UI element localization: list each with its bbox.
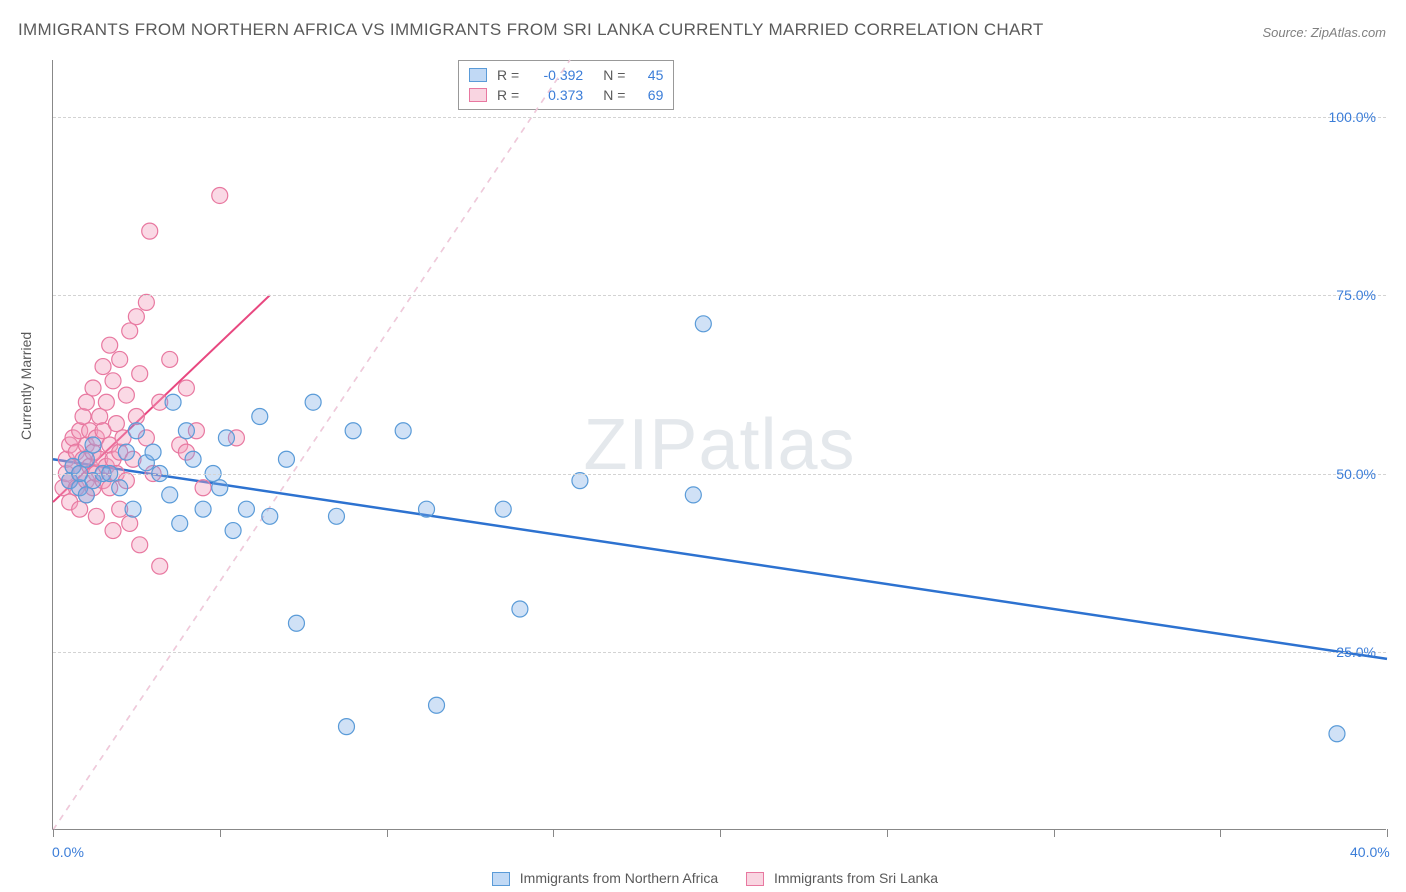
xtick bbox=[220, 829, 221, 837]
xtick bbox=[887, 829, 888, 837]
gridline bbox=[53, 295, 1386, 296]
xtick bbox=[1387, 829, 1388, 837]
xtick bbox=[720, 829, 721, 837]
xtick bbox=[53, 829, 54, 837]
ytick-label: 75.0% bbox=[1336, 287, 1376, 303]
xtick bbox=[553, 829, 554, 837]
gridline bbox=[53, 474, 1386, 475]
series-2-label: Immigrants from Sri Lanka bbox=[774, 870, 938, 886]
ytick-label: 25.0% bbox=[1336, 644, 1376, 660]
ytick-label: 50.0% bbox=[1336, 466, 1376, 482]
gridline bbox=[53, 652, 1386, 653]
xtick-label: 0.0% bbox=[52, 844, 84, 860]
xtick-label: 40.0% bbox=[1350, 844, 1390, 860]
y-axis-label: Currently Married bbox=[18, 332, 34, 440]
swatch-pink-icon bbox=[746, 872, 764, 886]
xtick bbox=[387, 829, 388, 837]
xtick bbox=[1220, 829, 1221, 837]
series-1-label: Immigrants from Northern Africa bbox=[520, 870, 718, 886]
swatch-blue-icon bbox=[492, 872, 510, 886]
chart-title: IMMIGRANTS FROM NORTHERN AFRICA VS IMMIG… bbox=[18, 20, 1044, 40]
gridline bbox=[53, 117, 1386, 118]
scatter-plot-svg bbox=[53, 60, 1386, 829]
xtick bbox=[1054, 829, 1055, 837]
ytick-label: 100.0% bbox=[1329, 109, 1376, 125]
source-label: Source: ZipAtlas.com bbox=[1262, 25, 1386, 40]
plot-area: ZIPatlas R = -0.392 N = 45 R = 0.373 N =… bbox=[52, 60, 1386, 830]
series-legend: Immigrants from Northern Africa Immigran… bbox=[0, 870, 1406, 886]
